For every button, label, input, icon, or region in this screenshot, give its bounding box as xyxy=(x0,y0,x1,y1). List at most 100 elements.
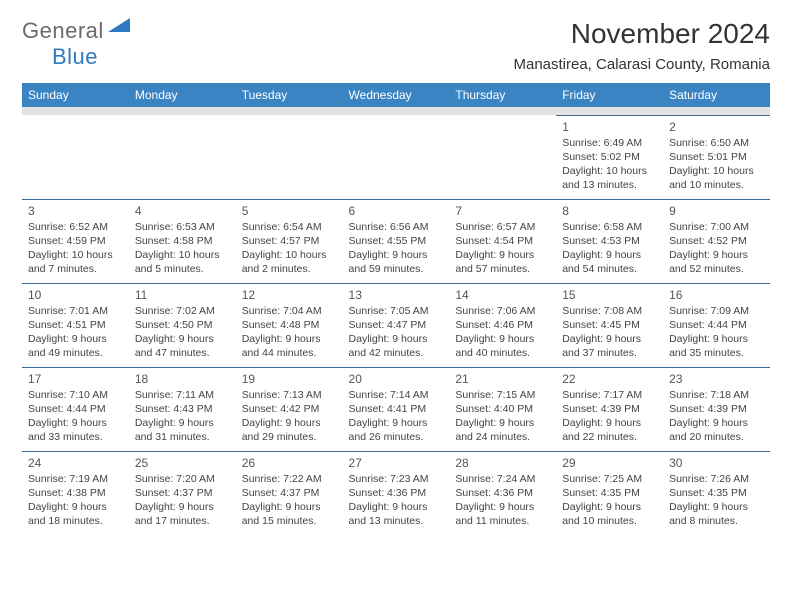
daylight-text: and 7 minutes. xyxy=(28,262,123,276)
day-number: 16 xyxy=(669,287,764,303)
calendar-day-cell: 17Sunrise: 7:10 AMSunset: 4:44 PMDayligh… xyxy=(22,367,129,451)
daylight-text: and 15 minutes. xyxy=(242,514,337,528)
sunrise-text: Sunrise: 7:09 AM xyxy=(669,304,764,318)
sunset-text: Sunset: 4:58 PM xyxy=(135,234,230,248)
calendar-week-row: 17Sunrise: 7:10 AMSunset: 4:44 PMDayligh… xyxy=(22,367,770,451)
sunset-text: Sunset: 4:37 PM xyxy=(242,486,337,500)
daylight-text: and 13 minutes. xyxy=(562,178,657,192)
calendar-day-cell: 1Sunrise: 6:49 AMSunset: 5:02 PMDaylight… xyxy=(556,115,663,199)
daylight-text: and 47 minutes. xyxy=(135,346,230,360)
calendar-body: 1Sunrise: 6:49 AMSunset: 5:02 PMDaylight… xyxy=(22,115,770,535)
sunset-text: Sunset: 4:39 PM xyxy=(562,402,657,416)
calendar-table: Sunday Monday Tuesday Wednesday Thursday… xyxy=(22,83,770,535)
day-number: 23 xyxy=(669,371,764,387)
sunrise-text: Sunrise: 7:25 AM xyxy=(562,472,657,486)
calendar-day-cell: 16Sunrise: 7:09 AMSunset: 4:44 PMDayligh… xyxy=(663,283,770,367)
calendar-day-cell xyxy=(22,115,129,199)
sunrise-text: Sunrise: 7:04 AM xyxy=(242,304,337,318)
calendar-day-cell: 12Sunrise: 7:04 AMSunset: 4:48 PMDayligh… xyxy=(236,283,343,367)
daylight-text: Daylight: 9 hours xyxy=(28,416,123,430)
sunrise-text: Sunrise: 7:11 AM xyxy=(135,388,230,402)
day-number: 24 xyxy=(28,455,123,471)
daylight-text: and 49 minutes. xyxy=(28,346,123,360)
daylight-text: Daylight: 9 hours xyxy=(242,416,337,430)
calendar-day-cell: 9Sunrise: 7:00 AMSunset: 4:52 PMDaylight… xyxy=(663,199,770,283)
daylight-text: and 52 minutes. xyxy=(669,262,764,276)
location: Manastirea, Calarasi County, Romania xyxy=(513,56,770,73)
sunset-text: Sunset: 4:54 PM xyxy=(455,234,550,248)
sunset-text: Sunset: 4:35 PM xyxy=(669,486,764,500)
page-header: General Blue November 2024 Manastirea, C… xyxy=(22,18,770,73)
sunset-text: Sunset: 4:46 PM xyxy=(455,318,550,332)
daylight-text: Daylight: 9 hours xyxy=(455,416,550,430)
daylight-text: Daylight: 9 hours xyxy=(349,416,444,430)
calendar-week-row: 3Sunrise: 6:52 AMSunset: 4:59 PMDaylight… xyxy=(22,199,770,283)
daylight-text: Daylight: 9 hours xyxy=(562,248,657,262)
sunset-text: Sunset: 4:41 PM xyxy=(349,402,444,416)
sunset-text: Sunset: 4:47 PM xyxy=(349,318,444,332)
daylight-text: and 22 minutes. xyxy=(562,430,657,444)
sunset-text: Sunset: 4:37 PM xyxy=(135,486,230,500)
sunset-text: Sunset: 4:43 PM xyxy=(135,402,230,416)
day-number: 9 xyxy=(669,203,764,219)
sunrise-text: Sunrise: 7:13 AM xyxy=(242,388,337,402)
calendar-day-cell: 25Sunrise: 7:20 AMSunset: 4:37 PMDayligh… xyxy=(129,451,236,535)
calendar-day-cell: 22Sunrise: 7:17 AMSunset: 4:39 PMDayligh… xyxy=(556,367,663,451)
sunset-text: Sunset: 4:36 PM xyxy=(349,486,444,500)
daylight-text: Daylight: 9 hours xyxy=(669,332,764,346)
day-number: 29 xyxy=(562,455,657,471)
daylight-text: and 18 minutes. xyxy=(28,514,123,528)
sunset-text: Sunset: 4:44 PM xyxy=(28,402,123,416)
sunrise-text: Sunrise: 7:23 AM xyxy=(349,472,444,486)
sunrise-text: Sunrise: 7:19 AM xyxy=(28,472,123,486)
daylight-text: Daylight: 9 hours xyxy=(349,332,444,346)
day-number: 2 xyxy=(669,119,764,135)
daylight-text: Daylight: 9 hours xyxy=(135,416,230,430)
day-number: 30 xyxy=(669,455,764,471)
daylight-text: Daylight: 9 hours xyxy=(242,332,337,346)
logo-word2: Blue xyxy=(52,44,98,69)
daylight-text: and 2 minutes. xyxy=(242,262,337,276)
daylight-text: Daylight: 9 hours xyxy=(455,500,550,514)
day-number: 12 xyxy=(242,287,337,303)
sunset-text: Sunset: 4:39 PM xyxy=(669,402,764,416)
calendar-day-cell xyxy=(343,115,450,199)
daylight-text: and 59 minutes. xyxy=(349,262,444,276)
sunset-text: Sunset: 4:44 PM xyxy=(669,318,764,332)
daylight-text: Daylight: 9 hours xyxy=(455,248,550,262)
calendar-day-cell: 23Sunrise: 7:18 AMSunset: 4:39 PMDayligh… xyxy=(663,367,770,451)
header-band xyxy=(22,107,770,115)
sunset-text: Sunset: 4:35 PM xyxy=(562,486,657,500)
calendar-day-cell: 28Sunrise: 7:24 AMSunset: 4:36 PMDayligh… xyxy=(449,451,556,535)
calendar-day-cell: 15Sunrise: 7:08 AMSunset: 4:45 PMDayligh… xyxy=(556,283,663,367)
day-number: 19 xyxy=(242,371,337,387)
sunset-text: Sunset: 4:57 PM xyxy=(242,234,337,248)
daylight-text: and 29 minutes. xyxy=(242,430,337,444)
day-number: 28 xyxy=(455,455,550,471)
daylight-text: Daylight: 9 hours xyxy=(669,248,764,262)
calendar-day-cell: 3Sunrise: 6:52 AMSunset: 4:59 PMDaylight… xyxy=(22,199,129,283)
weekday-header: Monday xyxy=(129,83,236,107)
day-number: 1 xyxy=(562,119,657,135)
day-number: 17 xyxy=(28,371,123,387)
sunrise-text: Sunrise: 6:58 AM xyxy=(562,220,657,234)
calendar-day-cell: 24Sunrise: 7:19 AMSunset: 4:38 PMDayligh… xyxy=(22,451,129,535)
calendar-day-cell: 19Sunrise: 7:13 AMSunset: 4:42 PMDayligh… xyxy=(236,367,343,451)
day-number: 14 xyxy=(455,287,550,303)
day-number: 15 xyxy=(562,287,657,303)
sunrise-text: Sunrise: 7:06 AM xyxy=(455,304,550,318)
calendar-day-cell: 14Sunrise: 7:06 AMSunset: 4:46 PMDayligh… xyxy=(449,283,556,367)
day-number: 10 xyxy=(28,287,123,303)
sunset-text: Sunset: 5:02 PM xyxy=(562,150,657,164)
daylight-text: and 31 minutes. xyxy=(135,430,230,444)
sunrise-text: Sunrise: 7:24 AM xyxy=(455,472,550,486)
daylight-text: and 33 minutes. xyxy=(28,430,123,444)
calendar-day-cell: 7Sunrise: 6:57 AMSunset: 4:54 PMDaylight… xyxy=(449,199,556,283)
daylight-text: Daylight: 9 hours xyxy=(28,500,123,514)
weekday-header: Friday xyxy=(556,83,663,107)
sunrise-text: Sunrise: 7:01 AM xyxy=(28,304,123,318)
daylight-text: and 35 minutes. xyxy=(669,346,764,360)
day-number: 18 xyxy=(135,371,230,387)
sunrise-text: Sunrise: 7:00 AM xyxy=(669,220,764,234)
calendar-day-cell: 5Sunrise: 6:54 AMSunset: 4:57 PMDaylight… xyxy=(236,199,343,283)
